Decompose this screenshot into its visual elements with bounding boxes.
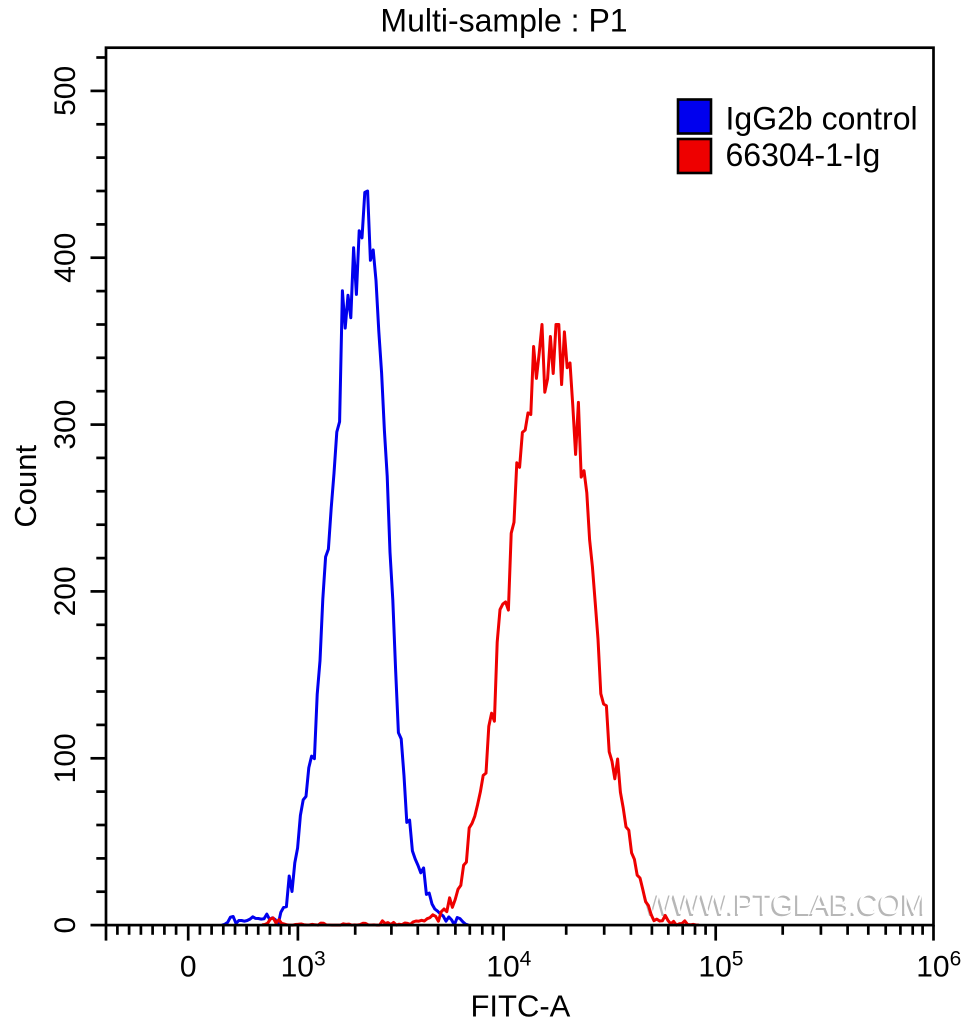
svg-text:104: 104 (486, 947, 531, 983)
svg-text:200: 200 (49, 566, 82, 616)
svg-text:100: 100 (49, 733, 82, 783)
svg-text:400: 400 (49, 233, 82, 283)
svg-text:Count: Count (8, 445, 43, 528)
svg-text:WWW.PTGLAB.COM: WWW.PTGLAB.COM (645, 888, 926, 921)
svg-text:IgG2b control: IgG2b control (726, 101, 918, 137)
svg-text:Multi-sample : P1: Multi-sample : P1 (380, 3, 627, 39)
svg-text:66304-1-Ig: 66304-1-Ig (726, 137, 881, 173)
svg-text:500: 500 (49, 66, 82, 116)
svg-text:0: 0 (180, 950, 197, 983)
svg-text:0: 0 (49, 917, 82, 934)
svg-text:FITC-A: FITC-A (470, 988, 570, 1023)
svg-text:300: 300 (49, 400, 82, 450)
svg-text:WWW.PTGLAB.COM: WWW.PTGLAB.COM (643, 890, 924, 923)
